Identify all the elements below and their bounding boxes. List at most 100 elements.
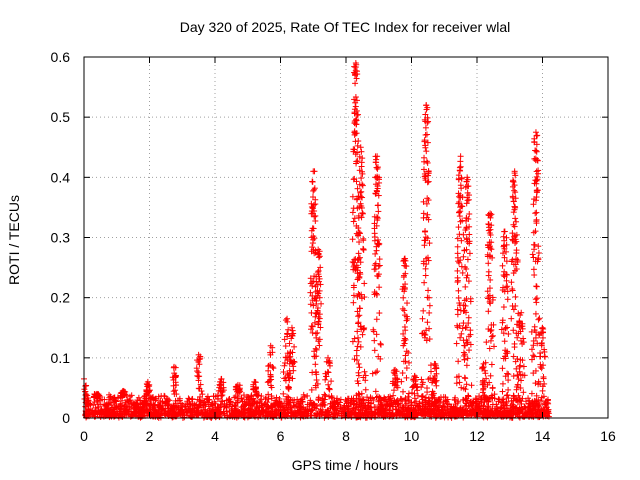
data-point-marker	[361, 368, 368, 375]
data-point-marker	[371, 230, 378, 237]
data-point-marker	[536, 353, 543, 360]
data-point-marker	[462, 283, 469, 290]
data-point-marker	[455, 224, 462, 231]
data-point-marker	[376, 310, 383, 317]
data-point-marker	[358, 159, 365, 166]
data-point-marker	[485, 268, 492, 275]
data-point-marker	[539, 324, 546, 331]
data-point-marker	[456, 379, 463, 386]
data-point-marker	[488, 361, 495, 368]
data-point-marker	[358, 148, 365, 155]
data-point-marker	[458, 384, 465, 391]
data-point-marker	[461, 356, 468, 363]
data-point-marker	[377, 341, 384, 348]
data-point-marker	[374, 202, 381, 209]
data-point-marker	[360, 245, 367, 252]
data-point-marker	[538, 365, 545, 372]
data-point-marker	[454, 267, 461, 274]
data-point-marker	[536, 315, 543, 322]
data-point-marker	[403, 365, 410, 372]
data-point-marker	[352, 103, 359, 110]
data-point-marker	[254, 392, 261, 399]
data-point-marker	[531, 246, 538, 253]
data-point-marker	[405, 390, 412, 397]
x-tick-label: 14	[535, 428, 551, 444]
data-point-marker	[456, 209, 463, 216]
data-point-marker	[231, 394, 238, 401]
data-point-marker	[281, 362, 288, 369]
x-axis-label: GPS time / hours	[292, 457, 399, 473]
x-tick-label: 8	[342, 428, 350, 444]
data-point-marker	[508, 315, 515, 322]
data-point-marker	[312, 217, 319, 224]
x-tick-label: 2	[146, 428, 154, 444]
data-point-marker	[532, 380, 539, 387]
data-point-marker	[313, 377, 320, 384]
data-point-marker	[426, 336, 433, 343]
data-point-marker	[532, 129, 539, 136]
data-point-marker	[372, 369, 379, 376]
data-point-marker	[455, 358, 462, 365]
data-point-marker	[185, 395, 192, 402]
data-point-marker	[485, 308, 492, 315]
data-point-marker	[399, 305, 406, 312]
data-point-marker	[511, 203, 518, 210]
data-point-marker	[514, 334, 521, 341]
data-point-marker	[328, 378, 335, 385]
data-point-marker	[349, 236, 356, 243]
data-point-marker	[402, 358, 409, 365]
data-point-marker	[309, 178, 316, 185]
data-point-marker	[465, 314, 472, 321]
data-point-marker	[425, 178, 432, 185]
data-point-marker	[214, 395, 221, 402]
data-point-marker	[505, 330, 512, 337]
data-point-marker	[499, 262, 506, 269]
data-point-marker	[535, 243, 542, 250]
data-point-marker	[355, 290, 362, 297]
data-point-marker	[487, 372, 494, 379]
data-point-marker	[512, 302, 519, 309]
data-point-marker	[400, 274, 407, 281]
data-point-marker	[531, 272, 538, 279]
data-point-marker	[509, 287, 516, 294]
data-point-marker	[349, 209, 356, 216]
data-point-marker	[314, 329, 321, 336]
data-point-marker	[534, 156, 541, 163]
data-point-marker	[309, 240, 316, 247]
data-point-marker	[457, 163, 464, 170]
data-point-marker	[419, 315, 426, 322]
data-point-marker	[359, 331, 366, 338]
data-point-marker	[289, 327, 296, 334]
data-point-marker	[376, 256, 383, 263]
data-point-marker	[483, 339, 490, 346]
data-point-marker	[508, 279, 515, 286]
data-point-marker	[511, 187, 518, 194]
data-point-marker	[371, 337, 378, 344]
data-point-marker	[373, 331, 380, 338]
data-point-marker	[326, 393, 333, 400]
data-point-marker	[535, 249, 542, 256]
data-point-marker	[285, 385, 292, 392]
data-point-marker	[510, 327, 517, 334]
data-point-marker	[418, 393, 425, 400]
data-point-marker	[82, 383, 89, 390]
x-tick-label: 4	[211, 428, 219, 444]
data-point-marker	[532, 210, 539, 217]
data-point-marker	[251, 378, 258, 385]
data-point-marker	[512, 293, 519, 300]
data-point-marker	[350, 405, 357, 412]
data-point-marker	[313, 278, 320, 285]
data-point-marker	[423, 148, 430, 155]
y-tick-label: 0.6	[51, 49, 71, 65]
data-point-marker	[454, 243, 461, 250]
data-point-marker	[309, 244, 316, 251]
data-point-marker	[530, 352, 537, 359]
y-tick-label: 0.4	[51, 169, 71, 185]
data-point-marker	[464, 183, 471, 190]
data-point-marker	[376, 284, 383, 291]
data-point-marker	[424, 211, 431, 218]
data-point-marker	[499, 380, 506, 387]
data-point-marker	[426, 302, 433, 309]
data-point-marker	[350, 205, 357, 212]
data-point-marker	[421, 154, 428, 161]
